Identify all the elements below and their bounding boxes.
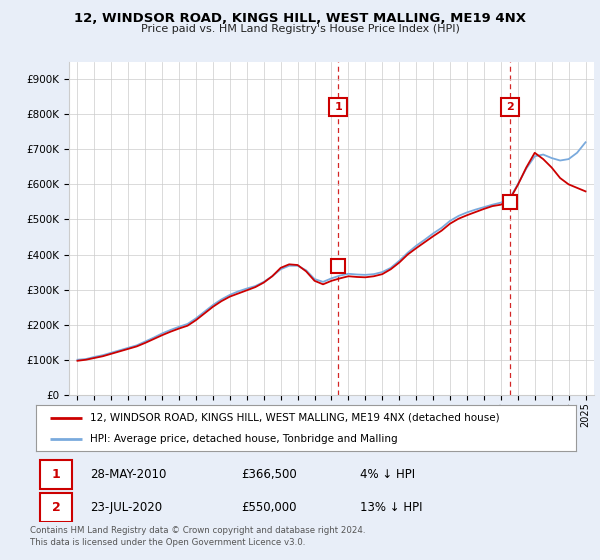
Text: £550,000: £550,000 [241, 501, 296, 514]
FancyBboxPatch shape [40, 493, 71, 522]
Text: 13% ↓ HPI: 13% ↓ HPI [360, 501, 422, 514]
Text: Contains HM Land Registry data © Crown copyright and database right 2024.
This d: Contains HM Land Registry data © Crown c… [30, 526, 365, 547]
Text: 12, WINDSOR ROAD, KINGS HILL, WEST MALLING, ME19 4NX: 12, WINDSOR ROAD, KINGS HILL, WEST MALLI… [74, 12, 526, 25]
Text: 23-JUL-2020: 23-JUL-2020 [90, 501, 162, 514]
Text: £366,500: £366,500 [241, 468, 297, 481]
Text: HPI: Average price, detached house, Tonbridge and Malling: HPI: Average price, detached house, Tonb… [90, 435, 398, 444]
Text: 1: 1 [334, 102, 342, 112]
Text: 2: 2 [52, 501, 61, 514]
Text: 2: 2 [506, 102, 514, 112]
FancyBboxPatch shape [40, 460, 71, 489]
Text: 12, WINDSOR ROAD, KINGS HILL, WEST MALLING, ME19 4NX (detached house): 12, WINDSOR ROAD, KINGS HILL, WEST MALLI… [90, 413, 500, 423]
Text: 28-MAY-2010: 28-MAY-2010 [90, 468, 166, 481]
Text: Price paid vs. HM Land Registry's House Price Index (HPI): Price paid vs. HM Land Registry's House … [140, 24, 460, 34]
Text: 4% ↓ HPI: 4% ↓ HPI [360, 468, 415, 481]
Text: 1: 1 [52, 468, 61, 481]
